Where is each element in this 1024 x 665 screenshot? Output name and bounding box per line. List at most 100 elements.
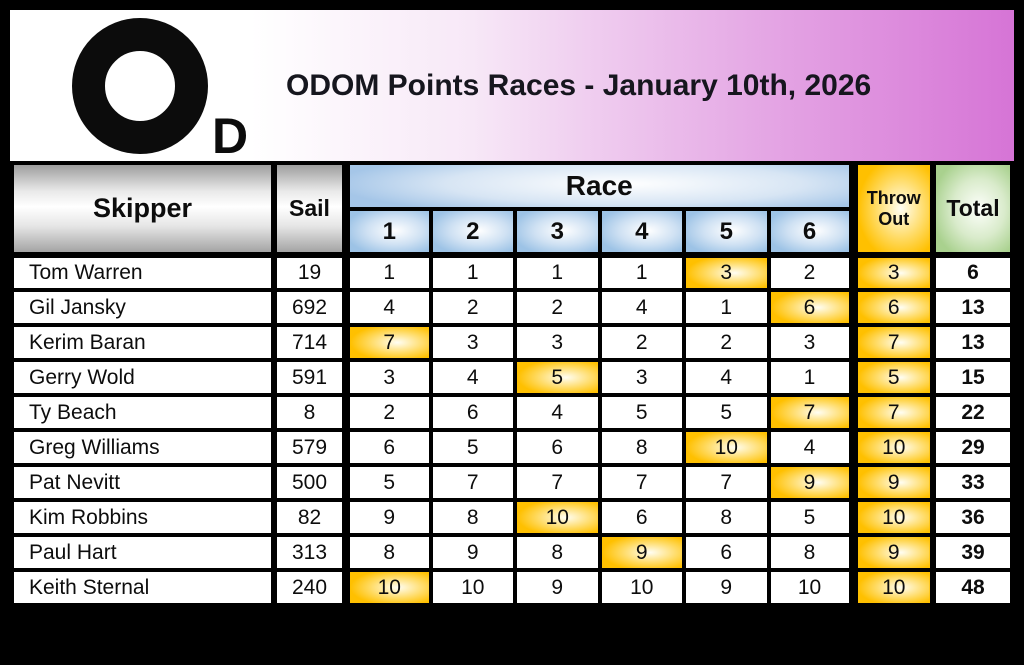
skipper-name: Paul Hart xyxy=(10,533,276,572)
race-score: 4 xyxy=(682,358,771,397)
total-value: 13 xyxy=(930,288,1014,327)
race-score: 4 xyxy=(342,288,433,327)
race-score: 3 xyxy=(342,358,433,397)
race-score: 8 xyxy=(682,498,771,537)
race-score: 5 xyxy=(342,463,433,502)
race-group-header: Race xyxy=(342,161,855,211)
page-title: ODOM Points Races - January 10th, 2026 xyxy=(286,68,872,102)
race-score: 9 xyxy=(597,533,686,572)
logo-d-letter: D xyxy=(212,107,249,164)
total-value: 39 xyxy=(930,533,1014,572)
title-banner: D ODOM Points Races - January 10th, 2026 xyxy=(10,10,1014,161)
race-score: 9 xyxy=(766,463,855,502)
race-score: 5 xyxy=(513,358,602,397)
skipper-name: Tom Warren xyxy=(10,252,276,292)
race-score: 10 xyxy=(766,568,855,607)
race-6-header: 6 xyxy=(766,207,855,257)
race-score: 1 xyxy=(597,252,686,292)
race-score: 9 xyxy=(428,533,517,572)
skipper-name: Greg Williams xyxy=(10,428,276,467)
total-value: 6 xyxy=(930,252,1014,292)
race-score: 5 xyxy=(428,428,517,467)
skipper-name: Keith Sternal xyxy=(10,568,276,607)
skipper-name: Kim Robbins xyxy=(10,498,276,537)
results-body: Tom Warren 19 1 1 1 1 3 2 3 6 Gil Jansky… xyxy=(10,252,1014,607)
race-score: 9 xyxy=(682,568,771,607)
race-score: 2 xyxy=(342,393,433,432)
sail-number: 19 xyxy=(271,252,348,292)
race-score: 6 xyxy=(342,428,433,467)
throw-out-value: 5 xyxy=(848,358,935,397)
odom-class-logo: D xyxy=(66,14,262,164)
race-score: 10 xyxy=(597,568,686,607)
sail-number: 714 xyxy=(271,323,348,362)
table-row: Kim Robbins 82 9 8 10 6 8 5 10 36 xyxy=(10,498,1014,537)
total-value: 29 xyxy=(930,428,1014,467)
sail-column-header: Sail xyxy=(271,161,348,257)
throw-out-value: 7 xyxy=(848,393,935,432)
race-score: 2 xyxy=(766,252,855,292)
race-score: 1 xyxy=(342,252,433,292)
race-score: 10 xyxy=(428,568,517,607)
throw-out-value: 6 xyxy=(848,288,935,327)
race-score: 9 xyxy=(513,568,602,607)
race-score: 4 xyxy=(597,288,686,327)
skipper-column-header: Skipper xyxy=(10,161,276,257)
race-score: 7 xyxy=(513,463,602,502)
throw-out-value: 10 xyxy=(848,498,935,537)
race-score: 2 xyxy=(428,288,517,327)
race-score: 10 xyxy=(682,428,771,467)
table-row: Gerry Wold 591 3 4 5 3 4 1 5 15 xyxy=(10,358,1014,397)
total-value: 33 xyxy=(930,463,1014,502)
race-score: 1 xyxy=(682,288,771,327)
race-score: 2 xyxy=(682,323,771,362)
total-value: 36 xyxy=(930,498,1014,537)
throw-out-column-header: Throw Out xyxy=(848,161,935,257)
race-score: 8 xyxy=(597,428,686,467)
race-score: 6 xyxy=(597,498,686,537)
race-score: 5 xyxy=(597,393,686,432)
race-score: 2 xyxy=(597,323,686,362)
race-4-header: 4 xyxy=(597,207,686,257)
sail-number: 82 xyxy=(271,498,348,537)
race-score: 6 xyxy=(428,393,517,432)
table-row: Keith Sternal 240 10 10 9 10 9 10 10 48 xyxy=(10,568,1014,607)
table-row: Tom Warren 19 1 1 1 1 3 2 3 6 xyxy=(10,252,1014,292)
race-score: 3 xyxy=(682,252,771,292)
sail-number: 591 xyxy=(271,358,348,397)
throw-out-value: 9 xyxy=(848,463,935,502)
throw-out-value: 9 xyxy=(848,533,935,572)
race-score: 6 xyxy=(766,288,855,327)
table-row: Greg Williams 579 6 5 6 8 10 4 10 29 xyxy=(10,428,1014,467)
throw-out-header-line1: Throw xyxy=(866,187,921,208)
race-score: 5 xyxy=(682,393,771,432)
sail-number: 240 xyxy=(271,568,348,607)
total-value: 15 xyxy=(930,358,1014,397)
race-score: 7 xyxy=(342,323,433,362)
race-1-header: 1 xyxy=(342,207,433,257)
throw-out-value: 7 xyxy=(848,323,935,362)
table-row: Pat Nevitt 500 5 7 7 7 7 9 9 33 xyxy=(10,463,1014,502)
race-score: 8 xyxy=(513,533,602,572)
sail-number: 579 xyxy=(271,428,348,467)
sail-number: 692 xyxy=(271,288,348,327)
throw-out-value: 3 xyxy=(848,252,935,292)
race-score: 4 xyxy=(428,358,517,397)
race-score: 1 xyxy=(428,252,517,292)
race-score: 10 xyxy=(513,498,602,537)
race-score: 4 xyxy=(513,393,602,432)
race-score: 6 xyxy=(513,428,602,467)
race-score: 3 xyxy=(428,323,517,362)
race-score: 8 xyxy=(766,533,855,572)
table-row: Ty Beach 8 2 6 4 5 5 7 7 22 xyxy=(10,393,1014,432)
throw-out-value: 10 xyxy=(848,568,935,607)
race-5-header: 5 xyxy=(682,207,771,257)
skipper-name: Gil Jansky xyxy=(10,288,276,327)
results-table: Skipper Sail Race Throw Out Total 1 2 3 … xyxy=(10,161,1014,607)
total-value: 22 xyxy=(930,393,1014,432)
race-score: 3 xyxy=(513,323,602,362)
race-score: 6 xyxy=(682,533,771,572)
race-score: 1 xyxy=(513,252,602,292)
table-row: Paul Hart 313 8 9 8 9 6 8 9 39 xyxy=(10,533,1014,572)
